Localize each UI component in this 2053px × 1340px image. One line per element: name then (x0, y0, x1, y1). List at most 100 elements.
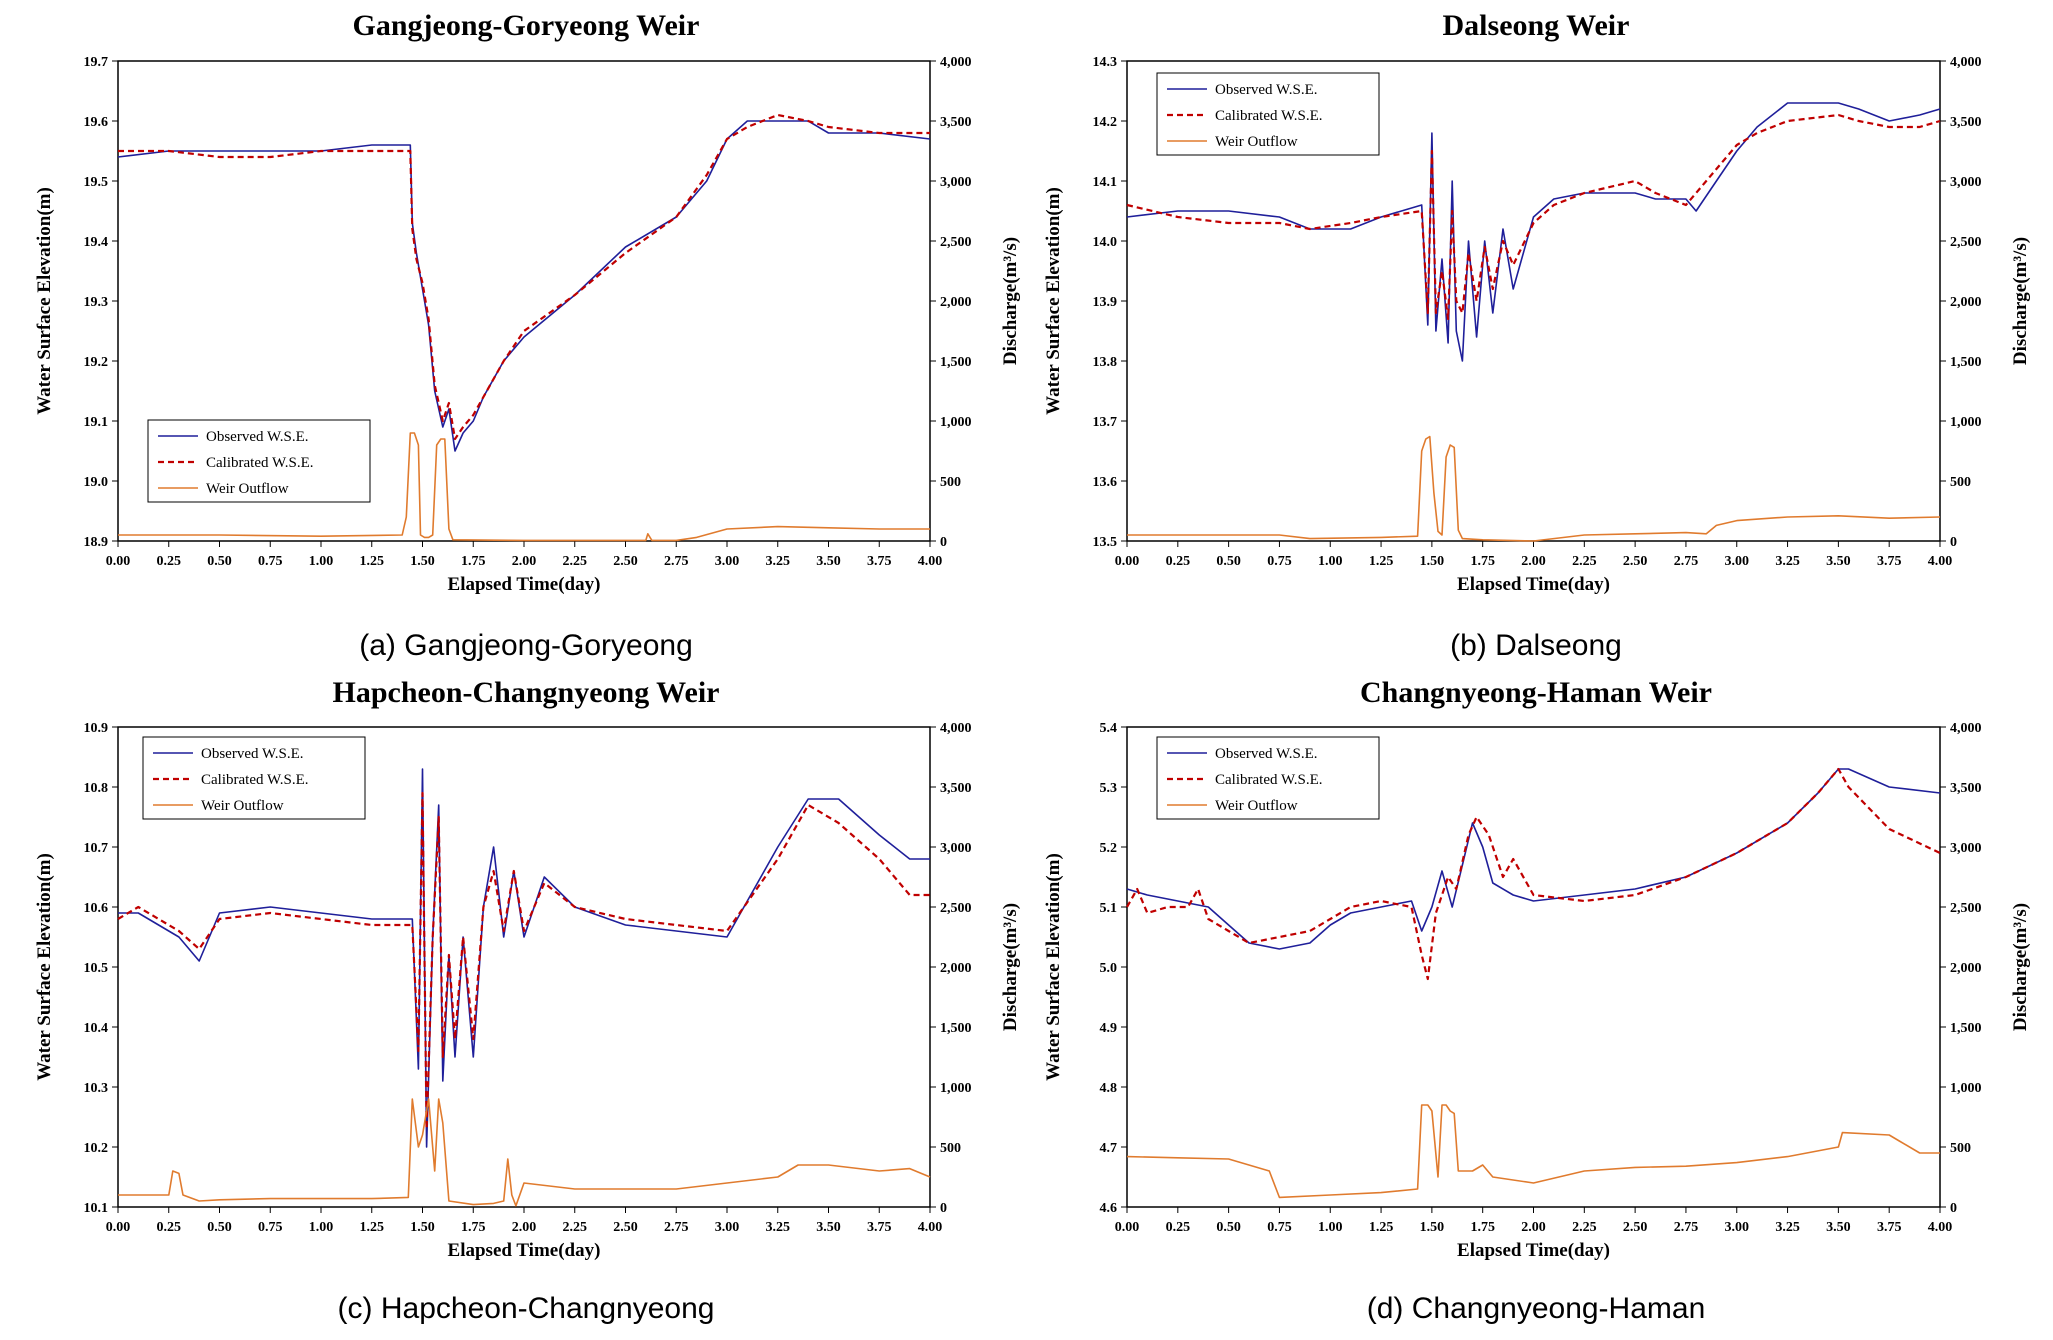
legend-label: Calibrated W.S.E. (1215, 108, 1323, 124)
y-axis-label: Water Surface Elevation(m) (34, 187, 55, 415)
series-line-calibrated-w-s-e (117, 791, 930, 1131)
series-line-calibrated-w-s-e (1126, 767, 1941, 981)
x-tick-label: 3.25 (1775, 1220, 1800, 1235)
x-tick-label: 2.50 (1623, 1220, 1648, 1235)
x-tick-label: 2.00 (1521, 554, 1546, 569)
y2-tick-label: 4,000 (940, 721, 972, 736)
y2-tick-label: 2,500 (940, 901, 972, 916)
y-tick-label: 13.8 (1093, 355, 1118, 370)
x-tick-label: 0.25 (1166, 1220, 1191, 1235)
chart-title: Hapcheon-Changnyeong Weir (333, 676, 720, 709)
x-tick-label: 2.75 (664, 1220, 689, 1235)
y-tick-label: 19.0 (84, 475, 109, 490)
series-line-calibrated-w-s-e (118, 113, 930, 441)
x-tick-label: 3.00 (1725, 1220, 1750, 1235)
panel-caption: (b) Dalseong (1450, 629, 1622, 662)
chart-title: Gangjeong-Goryeong Weir (353, 9, 700, 42)
series-line-weir-outflow (1126, 1104, 1940, 1199)
y-tick-label: 19.3 (84, 295, 109, 310)
y-tick-label: 5.4 (1100, 721, 1118, 736)
legend-label: Weir Outflow (1215, 134, 1298, 150)
chart-title: Dalseong Weir (1443, 9, 1630, 42)
y2-tick-label: 0 (1950, 535, 1957, 550)
y-tick-label: 14.3 (1093, 55, 1118, 70)
x-tick-label: 1.00 (1318, 554, 1343, 569)
y-axis-label: Water Surface Elevation(m) (1043, 187, 1064, 415)
legend-label: Observed W.S.E. (206, 429, 309, 445)
x-tick-label: 0.75 (1267, 554, 1292, 569)
x-tick-label: 1.25 (1369, 1220, 1394, 1235)
x-tick-label: 2.25 (1572, 1220, 1597, 1235)
chart-legend: Observed W.S.E. Calibrated W.S.E. Weir Out… (1156, 736, 1380, 820)
y-tick-label: 14.1 (1093, 175, 1118, 190)
x-tick-label: 2.25 (563, 1220, 588, 1235)
y2-tick-label: 2,500 (1950, 235, 1982, 250)
x-tick-label: 3.75 (1877, 1220, 1902, 1235)
y2-tick-label: 500 (1950, 475, 1971, 490)
x-axis-label: Elapsed Time(day) (1457, 574, 1610, 595)
y2-tick-label: 1,000 (940, 415, 972, 430)
legend-label: Calibrated W.S.E. (1215, 772, 1323, 788)
y2-tick-label: 1,500 (1950, 1021, 1982, 1036)
x-tick-label: 3.00 (715, 1220, 740, 1235)
y2-tick-label: 4,000 (1950, 55, 1982, 70)
y-tick-label: 10.2 (84, 1141, 109, 1156)
x-tick-label: 0.00 (106, 1220, 131, 1235)
panel-caption: (a) Gangjeong-Goryeong (359, 629, 693, 662)
legend-label: Observed W.S.E. (1215, 746, 1318, 762)
y2-tick-label: 500 (940, 1141, 961, 1156)
y-tick-label: 5.3 (1100, 781, 1118, 796)
x-axis-label: Elapsed Time(day) (1457, 1240, 1610, 1261)
y-tick-label: 10.7 (84, 841, 109, 856)
y-tick-label: 10.3 (84, 1081, 109, 1096)
panel-caption: (d) Changnyeong-Haman (1367, 1292, 1706, 1325)
y-tick-label: 19.2 (84, 355, 109, 370)
series-line-weir-outflow (1127, 435, 1941, 542)
x-tick-label: 2.00 (1521, 1220, 1546, 1235)
x-tick-label: 4.00 (1928, 554, 1953, 569)
y2-axis-label: Discharge(m³/s) (2010, 237, 2031, 365)
x-tick-label: 3.50 (816, 554, 841, 569)
x-tick-label: 0.25 (157, 1220, 182, 1235)
x-tick-label: 3.75 (867, 554, 892, 569)
x-tick-label: 1.25 (1369, 554, 1394, 569)
y2-tick-label: 3,000 (1950, 841, 1982, 856)
x-tick-label: 1.00 (309, 554, 334, 569)
y2-tick-label: 3,000 (1950, 175, 1982, 190)
series-line-calibrated-w-s-e (1126, 113, 1941, 321)
y2-tick-label: 2,000 (1950, 295, 1982, 310)
x-tick-label: 0.00 (1115, 1220, 1140, 1235)
y-axis-label: Water Surface Elevation(m) (1043, 853, 1064, 1081)
legend-label: Weir Outflow (206, 481, 289, 497)
y-tick-label: 10.6 (84, 901, 109, 916)
legend-label: Observed W.S.E. (1215, 82, 1318, 98)
x-tick-label: 1.00 (1318, 1220, 1343, 1235)
y-tick-label: 18.9 (84, 535, 109, 550)
x-tick-label: 1.25 (360, 1220, 385, 1235)
y2-tick-label: 3,500 (940, 781, 972, 796)
legend-label: Calibrated W.S.E. (206, 455, 314, 471)
x-tick-label: 2.25 (563, 554, 588, 569)
x-tick-label: 2.75 (664, 554, 689, 569)
chart-panel-2: Dalseong Weir 0.00 0.25 0.50 0.75 1.00 1.25 1.5… (1043, 9, 2031, 662)
y2-tick-label: 1,500 (940, 1021, 972, 1036)
x-tick-label: 3.50 (1826, 1220, 1851, 1235)
x-tick-label: 1.50 (410, 1220, 435, 1235)
y2-tick-label: 3,500 (1950, 115, 1982, 130)
x-tick-label: 1.50 (410, 554, 435, 569)
x-tick-label: 3.25 (1775, 554, 1800, 569)
x-axis-label: Elapsed Time(day) (448, 1240, 601, 1261)
x-tick-label: 1.50 (1420, 1220, 1445, 1235)
y2-tick-label: 500 (940, 475, 961, 490)
chart-legend: Observed W.S.E. Calibrated W.S.E. Weir Out… (1156, 72, 1380, 156)
y-tick-label: 10.1 (84, 1201, 109, 1216)
y2-tick-label: 3,500 (1950, 781, 1982, 796)
series-line-observed-w-s-e (118, 768, 930, 1148)
x-tick-label: 0.25 (157, 554, 182, 569)
legend-label: Weir Outflow (1215, 798, 1298, 814)
y-tick-label: 14.0 (1093, 235, 1118, 250)
chart-legend: Observed W.S.E. Calibrated W.S.E. Weir Out… (142, 736, 366, 820)
y-tick-label: 10.9 (84, 721, 109, 736)
y2-tick-label: 0 (1950, 1201, 1957, 1216)
